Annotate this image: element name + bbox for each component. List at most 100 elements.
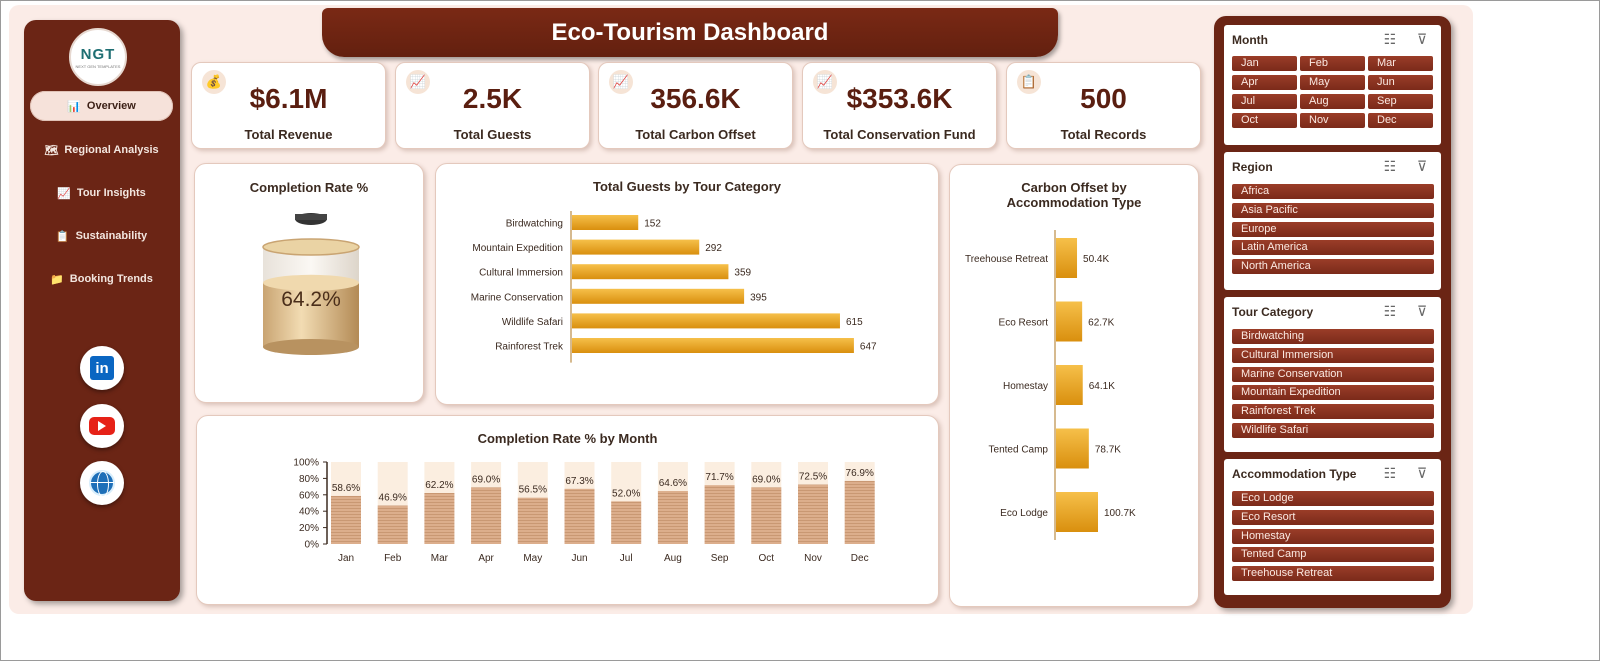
x-tick-label: Jun <box>571 553 587 564</box>
slicer-item[interactable]: Jun <box>1368 75 1433 90</box>
slicer-item[interactable]: Eco Lodge <box>1232 491 1434 506</box>
month-bar <box>331 495 361 544</box>
nav-booking-trends[interactable]: 📁 Booking Trends <box>30 264 173 294</box>
slicer-item[interactable]: Africa <box>1232 184 1434 199</box>
slicer-item[interactable]: Asia Pacific <box>1232 202 1434 218</box>
data-label: 52.0% <box>612 488 640 499</box>
month-bar <box>471 487 502 544</box>
gauge-bottom <box>263 339 359 355</box>
slicer-item[interactable]: Feb <box>1300 56 1365 71</box>
kpi-label: Total Guests <box>453 127 532 142</box>
kpi-card-total-revenue: 💰 $6.1M Total Revenue <box>191 62 386 149</box>
clear-filter-icon[interactable]: ⊽ <box>1416 31 1428 47</box>
slicer-item[interactable]: Treehouse Retreat <box>1232 566 1434 582</box>
slicer-item[interactable]: Homestay <box>1232 528 1434 544</box>
category-label: Mountain Expedition <box>472 243 563 254</box>
slicer-item[interactable]: Europe <box>1232 221 1434 237</box>
slicer-item[interactable]: Wildlife Safari <box>1232 423 1434 438</box>
month-bar <box>424 492 455 544</box>
chart-icon: 📈 <box>406 70 430 94</box>
x-tick-label: Feb <box>384 553 402 564</box>
money-bag-icon: 💰 <box>202 70 226 94</box>
multi-select-icon[interactable]: ☷ <box>1383 31 1397 47</box>
clipboard-icon: 📋 <box>1017 70 1041 94</box>
x-tick-label: Aug <box>664 553 682 564</box>
slicer-item[interactable]: Latin America <box>1232 240 1434 256</box>
x-tick-label: Apr <box>478 553 494 564</box>
slicer-item[interactable]: Tented Camp <box>1232 547 1434 563</box>
slicer-item[interactable]: Aug <box>1300 94 1365 109</box>
data-label: 64.1K <box>1089 381 1115 392</box>
gauge-value-label: 64.2% <box>281 288 341 311</box>
slicer-item[interactable]: Jul <box>1232 94 1297 109</box>
slicer-item[interactable]: Mar <box>1368 56 1433 71</box>
x-tick-label: Jul <box>620 553 633 564</box>
slicer-item[interactable]: Dec <box>1368 113 1433 128</box>
kpi-label: Total Revenue <box>244 127 333 142</box>
nav-label: Booking Trends <box>69 273 153 285</box>
linkedin-icon: in <box>90 356 114 380</box>
data-label: 62.7K <box>1088 318 1114 329</box>
slicer-tools: ☷ ⊽ <box>1381 464 1431 482</box>
slicer-item[interactable]: Sep <box>1368 94 1433 109</box>
x-tick-label: Nov <box>804 553 822 564</box>
guests-bar-chart: Birdwatching 152 Mountain Expedition 292 Cul… <box>471 211 877 363</box>
slicer-item[interactable]: Nov <box>1300 113 1365 128</box>
slicer-item[interactable]: Jan <box>1232 56 1297 71</box>
nav-tour-insights[interactable]: 📈 Tour Insights <box>30 178 173 208</box>
slicer-panel: Month ☷ ⊽ Jan Feb Mar Apr May Jun Jul Aug Sep Oct… <box>1214 16 1451 608</box>
nav-regional-analysis[interactable]: 🗺 Regional Analysis <box>30 135 173 165</box>
slicer-item[interactable]: Cultural Immersion <box>1232 347 1434 363</box>
cylinder-gauge: 64.2% <box>262 213 360 355</box>
category-label: Tented Camp <box>989 445 1049 456</box>
category-label: Marine Conservation <box>471 292 563 303</box>
data-label: 647 <box>860 342 877 353</box>
guest-bar <box>572 313 840 329</box>
page-title: Eco-Tourism Dashboard <box>551 18 829 46</box>
multi-select-icon[interactable]: ☷ <box>1383 465 1397 481</box>
chart-icon: 📈 <box>813 70 837 94</box>
data-label: 69.0% <box>472 474 500 485</box>
guests-by-tour-category-card: Total Guests by Tour Category Birdwatchi… <box>435 163 939 405</box>
slicer-item[interactable]: Rainforest Trek <box>1232 404 1434 420</box>
nav-label: Regional Analysis <box>64 144 159 156</box>
carbon-bar <box>1056 492 1098 532</box>
slicer-item[interactable]: North America <box>1232 259 1434 275</box>
guest-bar <box>572 288 745 304</box>
multi-select-icon[interactable]: ☷ <box>1383 303 1397 319</box>
data-label: 76.9% <box>846 468 874 479</box>
slicer-item[interactable]: Eco Resort <box>1232 509 1434 525</box>
nav-overview[interactable]: 📊 Overview <box>30 91 173 121</box>
youtube-button[interactable] <box>80 404 124 448</box>
slicer-item[interactable]: Mountain Expedition <box>1232 385 1434 401</box>
slicer-item[interactable]: Marine Conservation <box>1232 366 1434 382</box>
carbon-bar <box>1056 365 1083 405</box>
kpi-value: $6.1M <box>249 83 328 114</box>
clear-filter-icon[interactable]: ⊽ <box>1416 303 1428 319</box>
data-label: 67.3% <box>565 476 593 487</box>
multi-select-icon[interactable]: ☷ <box>1383 158 1397 174</box>
slicer-item[interactable]: Oct <box>1232 113 1297 128</box>
slicer-title: Accommodation Type <box>1232 467 1357 481</box>
data-label: 69.0% <box>752 474 780 485</box>
ngt-logo: NGT NEXT GEN TEMPLATES <box>69 28 127 86</box>
carbon-offset-by-accommodation-card: Carbon Offset by Accommodation Type Tree… <box>949 164 1199 607</box>
y-tick-label: 20% <box>299 523 319 534</box>
kpi-value: $353.6K <box>846 83 953 114</box>
slicer-item[interactable]: Birdwatching <box>1232 329 1434 344</box>
nav-sustainability[interactable]: 📋 Sustainability <box>30 221 173 251</box>
gauge-filled-part <box>263 282 359 347</box>
slicer-tools: ☷ ⊽ <box>1381 157 1431 175</box>
slicer-item[interactable]: May <box>1300 75 1365 90</box>
month-bar <box>611 501 642 544</box>
category-label: Homestay <box>1003 381 1048 392</box>
clear-filter-icon[interactable]: ⊽ <box>1416 158 1428 174</box>
slicer-item[interactable]: Apr <box>1232 75 1297 90</box>
linkedin-button[interactable]: in <box>80 346 124 390</box>
y-tick-label: 60% <box>299 490 319 501</box>
y-tick-label: 40% <box>299 507 319 518</box>
x-tick-label: Dec <box>851 553 869 564</box>
category-label: Eco Lodge <box>1000 508 1048 519</box>
website-button[interactable] <box>80 461 124 505</box>
clear-filter-icon[interactable]: ⊽ <box>1416 465 1428 481</box>
